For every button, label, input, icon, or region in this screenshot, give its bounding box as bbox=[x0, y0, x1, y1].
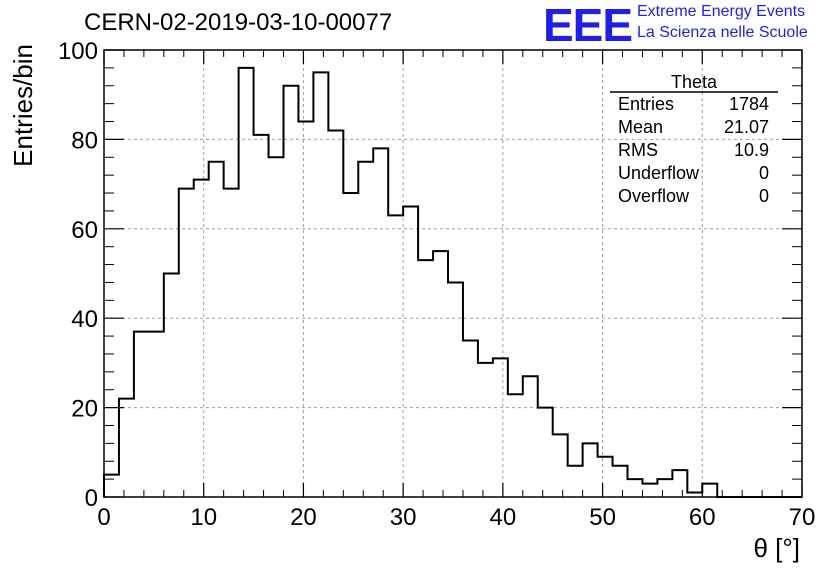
stats-row-label: Overflow bbox=[618, 186, 690, 206]
histogram-bin bbox=[119, 399, 134, 497]
histogram-bin bbox=[313, 72, 328, 497]
histogram-bin bbox=[254, 135, 269, 497]
histogram-bin bbox=[179, 189, 194, 497]
histogram-bin bbox=[403, 206, 418, 497]
histogram-bin bbox=[433, 251, 448, 497]
x-tick-label: 20 bbox=[290, 504, 317, 531]
histogram-bin bbox=[373, 148, 388, 497]
stats-row-value: 1784 bbox=[729, 94, 769, 114]
logo-line-2: La Scienza nelle Scuole bbox=[637, 24, 808, 41]
histogram-bin bbox=[224, 189, 239, 497]
histogram-bin bbox=[298, 122, 313, 497]
histogram-bin bbox=[613, 466, 628, 497]
histogram-bin bbox=[448, 282, 463, 497]
stats-row-label: Entries bbox=[618, 94, 674, 114]
histogram-bin bbox=[134, 332, 149, 497]
plot-frame bbox=[103, 49, 803, 498]
histogram-bin bbox=[642, 484, 657, 497]
y-tick-label: 0 bbox=[85, 485, 98, 512]
stats-row-label: Mean bbox=[618, 117, 663, 137]
histogram-bin bbox=[463, 341, 478, 497]
histogram-bin bbox=[194, 180, 209, 497]
stats-row-label: Underflow bbox=[618, 163, 700, 183]
histogram-bin bbox=[283, 86, 298, 497]
y-tick-label: 20 bbox=[71, 396, 98, 423]
histogram-bin bbox=[478, 363, 493, 497]
y-axis-label: Entries/bin bbox=[8, 44, 38, 167]
x-tick-label: 30 bbox=[390, 504, 417, 531]
y-tick-label: 100 bbox=[58, 38, 98, 65]
x-tick-label: 10 bbox=[190, 504, 217, 531]
histogram-bin bbox=[239, 68, 254, 497]
histogram-bin bbox=[568, 466, 583, 497]
histogram-bin bbox=[149, 332, 164, 497]
histogram-bin bbox=[657, 479, 672, 497]
histogram-bin bbox=[598, 457, 613, 497]
stats-row-value: 0 bbox=[759, 163, 769, 183]
stats-row-label: RMS bbox=[618, 140, 658, 160]
stats-row-value: 0 bbox=[759, 186, 769, 206]
eee-logo: EEE bbox=[543, 0, 633, 51]
histogram-bin bbox=[104, 475, 119, 497]
y-tick-label: 80 bbox=[71, 127, 98, 154]
histogram-bin bbox=[269, 157, 284, 497]
histogram-bin bbox=[672, 470, 687, 497]
histogram-bin bbox=[418, 260, 433, 497]
logo-line-1: Extreme Energy Events bbox=[637, 3, 806, 20]
histogram-bin bbox=[583, 443, 598, 497]
histogram-bin bbox=[209, 162, 224, 497]
stats-row-value: 21.07 bbox=[724, 117, 769, 137]
histogram-bin bbox=[508, 394, 523, 497]
histogram-bin bbox=[164, 274, 179, 498]
x-tick-label: 40 bbox=[490, 504, 517, 531]
histogram-bin bbox=[538, 408, 553, 497]
histogram-bin bbox=[493, 358, 508, 497]
histogram-step-line bbox=[103, 66, 802, 498]
histogram-bin bbox=[328, 130, 343, 497]
x-tick-label: 0 bbox=[97, 504, 110, 531]
histogram-bin bbox=[628, 479, 643, 497]
x-tick-label: 60 bbox=[689, 504, 716, 531]
stats-row-value: 10.9 bbox=[734, 140, 769, 160]
y-tick-label: 40 bbox=[71, 306, 98, 333]
run-title-text: CERN-02-2019-03-10-00077 bbox=[84, 9, 393, 36]
x-axis-label: θ [°] bbox=[753, 533, 800, 563]
histogram-bin bbox=[358, 162, 373, 497]
stats-title: Theta bbox=[671, 72, 718, 92]
x-tick-label: 50 bbox=[589, 504, 616, 531]
histogram-bin bbox=[523, 376, 538, 497]
histogram-bin bbox=[343, 193, 358, 497]
histogram-bin bbox=[388, 215, 403, 497]
x-tick-label: 70 bbox=[789, 504, 816, 531]
histogram-bin bbox=[702, 484, 717, 497]
histogram-bin bbox=[553, 434, 568, 497]
y-tick-label: 60 bbox=[71, 217, 98, 244]
